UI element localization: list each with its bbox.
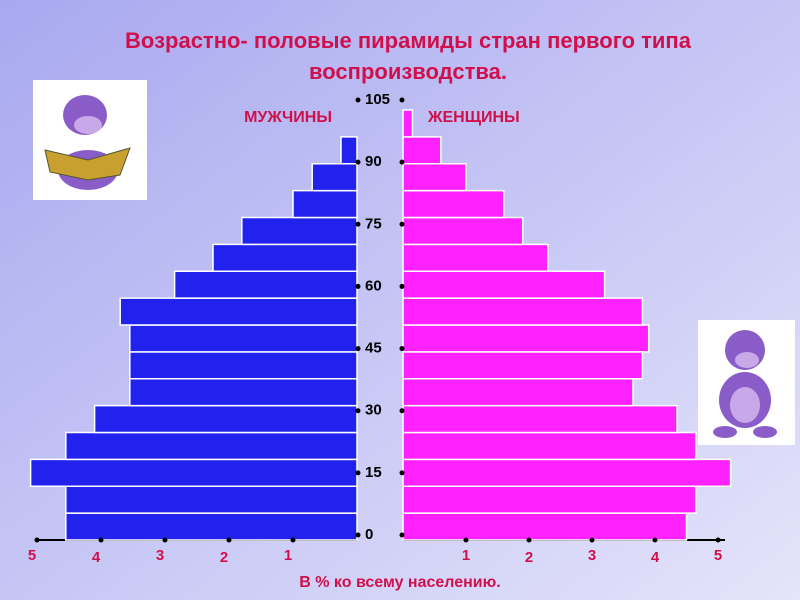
bar <box>340 136 358 165</box>
bar <box>402 270 606 299</box>
x-tick <box>652 537 658 543</box>
y-tick <box>399 532 405 538</box>
y-tick <box>399 221 405 227</box>
y-tick-label: 75 <box>365 215 382 232</box>
x-tick-label: 1 <box>462 547 470 564</box>
x-tick-label: 4 <box>651 549 660 566</box>
y-tick <box>355 221 361 227</box>
x-tick <box>589 537 595 543</box>
bar <box>129 378 358 407</box>
bar <box>402 243 549 272</box>
bar <box>93 404 358 434</box>
y-tick <box>355 532 361 538</box>
x-tick <box>290 537 296 543</box>
x-tick-label: 2 <box>220 549 228 566</box>
chart-title: воспроизводства. <box>309 59 507 84</box>
y-tick <box>399 97 405 103</box>
bar <box>402 378 634 407</box>
x-tick <box>463 537 469 543</box>
bar <box>129 324 358 353</box>
bar <box>119 297 358 326</box>
legend-label: МУЖЧИНЫ <box>244 109 332 126</box>
bar <box>311 163 358 192</box>
bar <box>402 404 678 434</box>
y-tick <box>355 283 361 289</box>
y-tick <box>355 408 361 414</box>
y-tick-label: 90 <box>365 153 382 170</box>
bar <box>65 512 358 541</box>
y-tick <box>355 97 361 103</box>
x-tick <box>34 537 40 543</box>
x-tick <box>98 537 104 543</box>
bar <box>402 512 688 541</box>
y-tick <box>399 159 405 165</box>
x-tick-label: 5 <box>28 547 36 564</box>
y-tick-label: 15 <box>365 464 382 481</box>
x-tick-label: 3 <box>156 547 164 564</box>
y-tick-label: 45 <box>365 340 382 357</box>
y-tick <box>355 346 361 352</box>
bar <box>65 431 358 461</box>
y-tick <box>399 470 405 476</box>
picture-right <box>698 320 795 445</box>
bar <box>65 485 358 514</box>
x-tick-label: 5 <box>714 547 722 564</box>
y-tick <box>399 408 405 414</box>
x-tick-label: 3 <box>588 547 596 564</box>
picture-left <box>33 80 147 200</box>
bar <box>402 109 414 138</box>
bar <box>402 324 650 353</box>
bar <box>29 458 358 487</box>
x-tick <box>162 537 168 543</box>
x-tick <box>226 537 232 543</box>
bar <box>402 431 697 461</box>
y-tick <box>399 283 405 289</box>
bar <box>402 485 697 514</box>
bar <box>212 243 358 272</box>
x-axis-label: В % ко всему населению. <box>299 574 501 591</box>
chart-title: Возрастно- половые пирамиды стран первог… <box>125 28 692 53</box>
y-tick <box>355 470 361 476</box>
x-tick-label: 2 <box>525 549 533 566</box>
x-tick-label: 4 <box>92 549 101 566</box>
legend-label: ЖЕНЩИНЫ <box>427 109 520 126</box>
bar <box>129 351 358 380</box>
x-tick <box>715 537 721 543</box>
bar <box>402 136 442 165</box>
y-tick-label: 105 <box>365 91 390 108</box>
x-tick-label: 1 <box>284 547 292 564</box>
bar <box>173 270 358 299</box>
y-tick-label: 0 <box>365 526 373 543</box>
y-tick <box>355 159 361 165</box>
y-tick-label: 60 <box>365 277 382 294</box>
y-tick <box>399 346 405 352</box>
bar <box>402 458 732 487</box>
bar <box>292 189 358 219</box>
bar <box>402 216 524 246</box>
bar <box>402 189 505 219</box>
bar <box>241 216 358 246</box>
x-tick <box>526 537 532 543</box>
bar <box>402 297 644 326</box>
bar <box>402 351 644 380</box>
bar <box>402 163 467 192</box>
y-tick-label: 30 <box>365 402 382 419</box>
